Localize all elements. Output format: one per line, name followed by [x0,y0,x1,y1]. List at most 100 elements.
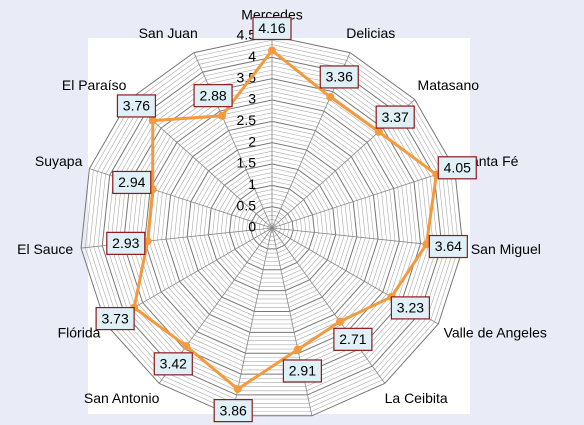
value-label: 2.88 [199,87,226,103]
minor-grid-line [97,52,447,400]
value-label-box [375,105,415,129]
value-label-box [428,234,468,259]
point [143,237,152,246]
category-label: Suyapa [35,153,83,169]
value-label: 3.73 [101,310,128,326]
minor-grid-line [263,219,281,237]
minor-grid-line [267,223,277,233]
point [148,116,157,125]
minor-grid-line [195,150,349,304]
minor-grid-line [157,112,387,341]
minor-grid-line [233,189,311,266]
value-label-box [112,170,152,195]
value-label-box [252,16,292,41]
series-line [132,48,438,391]
grid-line [186,142,358,312]
value-label: 3.37 [382,109,409,125]
minor-grid-line [237,193,307,262]
y-tick-label: 3 [248,91,256,107]
value-label: 4.05 [444,160,471,176]
point [182,342,191,351]
value-label: 3.23 [397,300,424,316]
spoke [193,52,273,229]
y-tick-label: 3.5 [237,69,257,85]
grid-line [144,99,400,354]
grid-line [101,56,443,396]
minor-grid-line [148,103,396,350]
category-label: San Antonio [84,390,160,406]
category-label: Delicias [346,25,395,41]
value-label-box [437,156,477,180]
category-label: Flórida [58,325,101,341]
category-label: El Paraíso [62,77,127,93]
point [293,345,302,354]
minor-grid-line [135,91,409,362]
minor-grid-line [212,167,332,287]
point [335,317,344,326]
minor-grid-line [169,125,375,329]
value-label-box [116,94,157,118]
spoke [271,227,386,384]
category-label: San Miguel [471,241,541,257]
category-label: La Ceibita [385,390,448,406]
value-label: 2.94 [118,174,145,190]
minor-grid-line [89,44,455,408]
minor-grid-line [246,202,298,254]
minor-grid-line [178,133,366,321]
value-label: 3.42 [160,356,187,372]
value-label: 2.71 [339,331,366,347]
y-tick-label: 0.5 [237,197,257,213]
point [233,385,242,394]
y-tick-label: 4.5 [237,27,257,43]
category-label: El Sauce [17,241,73,257]
spoke [271,227,313,416]
grid-line [80,35,464,417]
minor-grid-line [110,65,434,387]
minor-grid-line [199,155,345,300]
grid-line [207,163,337,292]
minor-grid-line [225,180,319,275]
minor-grid-line [258,214,286,241]
spoke [271,168,455,229]
value-label: 3.86 [220,402,247,418]
y-tick-label: 2.5 [237,112,257,128]
minor-grid-line [106,61,438,392]
value-label: 3.36 [326,69,353,85]
grid-line [122,78,422,375]
minor-grid-line [241,197,303,258]
minor-grid-line [140,95,404,358]
y-tick-label: 0 [248,219,256,235]
value-label: 3.76 [123,98,150,114]
value-label: 4.16 [258,20,285,36]
category-label: San Juan [139,25,198,41]
minor-grid-line [203,159,341,296]
point [218,111,227,120]
value-label: 2.93 [112,235,139,251]
value-label-box [153,352,193,376]
minor-grid-line [161,116,383,337]
spoke [231,227,273,416]
point [268,46,276,55]
value-label-box [106,231,146,255]
value-label-box [333,327,373,351]
minor-grid-line [191,146,353,308]
y-tick-label: 1.5 [237,155,257,171]
minor-grid-line [254,210,290,245]
value-label-box [95,306,135,331]
grid-line [229,184,315,271]
category-label: Valle de Angeles [444,325,547,341]
value-label: 3.64 [435,238,462,254]
value-label-box [193,84,233,108]
grid-line [250,206,294,250]
point [326,93,335,102]
minor-grid-line [220,176,324,279]
y-tick-label: 1 [248,176,256,192]
minor-grid-line [93,48,451,404]
grid-line [165,120,379,333]
y-tick-label: 4 [248,48,256,64]
y-tick-label: 2 [248,133,256,149]
minor-grid-line [174,129,370,325]
minor-grid-line [152,108,392,346]
